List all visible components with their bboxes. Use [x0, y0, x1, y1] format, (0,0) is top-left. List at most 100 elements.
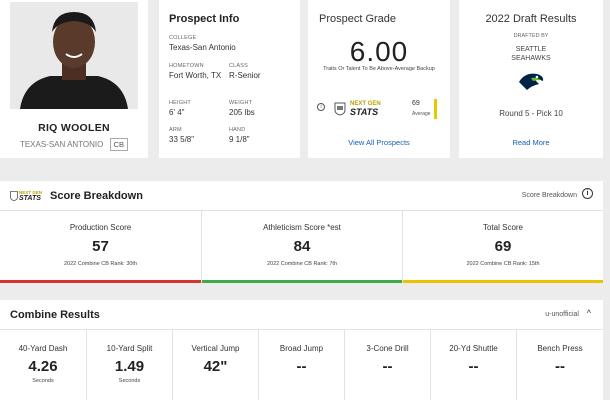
- ngs-logo-bottom: STATS: [350, 107, 379, 117]
- player-school: TEXAS-SAN ANTONIO: [19, 140, 104, 149]
- player-meta: TEXAS-SAN ANTONIO CB: [0, 138, 148, 151]
- score-bar: [403, 280, 603, 283]
- drill-value: --: [468, 358, 479, 375]
- draft-results-card: 2022 Draft Results DRAFTED BY SEATTLE SE…: [459, 0, 603, 158]
- unofficial-legend: u-unofficial: [545, 311, 579, 318]
- score-breakdown-title: Score Breakdown: [50, 190, 143, 202]
- drill-vertical-jump: Vertical Jump 42": [172, 330, 258, 400]
- info-icon[interactable]: i: [317, 103, 325, 111]
- score-value: 69: [494, 238, 512, 255]
- score-bar: [0, 280, 201, 283]
- drafted-team: SEATTLE SEAHAWKS: [459, 45, 603, 63]
- combine-results-header: Combine Results u-unofficial ^: [0, 300, 603, 330]
- prospect-info-card: Prospect Info COLLEGE Texas-San Antonio …: [159, 0, 300, 158]
- drill-40-yard-dash: 40-Yard Dash 4.26 Seconds: [0, 330, 86, 400]
- player-card: RIQ WOOLEN TEXAS-SAN ANTONIO CB: [0, 0, 148, 158]
- grade-description: Traits Or Talent To Be Above-Average Bac…: [323, 66, 435, 72]
- drafted-by-label: DRAFTED BY: [513, 33, 549, 39]
- player-photo: [10, 2, 138, 109]
- arm-field: ARM 33 5/8": [169, 127, 194, 144]
- production-score: Production Score 57 2022 Combine CB Rank…: [0, 211, 201, 283]
- ngs-logo-top: NEXT GEN: [350, 101, 381, 107]
- hand-label: HAND: [229, 127, 246, 133]
- drill-label: Vertical Jump: [191, 344, 240, 353]
- combine-results-section: Combine Results u-unofficial ^ 40-Yard D…: [0, 300, 603, 400]
- college-field: COLLEGE Texas-San Antonio: [169, 35, 236, 52]
- drill-value: --: [296, 358, 307, 375]
- drill-value: 1.49: [114, 358, 145, 375]
- drill-label: 40-Yard Dash: [18, 344, 68, 353]
- drill-broad-jump: Broad Jump --: [258, 330, 344, 400]
- drill-value: --: [382, 358, 393, 375]
- score-rank: 2022 Combine CB Rank: 7th: [266, 261, 337, 267]
- drill-3-cone: 3-Cone Drill --: [344, 330, 430, 400]
- college-value: Texas-San Antonio: [169, 43, 236, 52]
- read-more-link[interactable]: Read More: [512, 138, 550, 147]
- ngs-score: 69: [412, 100, 420, 107]
- drill-label: Broad Jump: [279, 344, 324, 353]
- score-value: 57: [92, 238, 109, 255]
- score-label: Total Score: [482, 223, 524, 232]
- prospect-grade-card: Prospect Grade 6.00 Traits Or Talent To …: [308, 0, 450, 158]
- arm-value: 33 5/8": [169, 135, 195, 144]
- class-value: R-Senior: [229, 71, 261, 80]
- prospect-info-title: Prospect Info: [169, 13, 240, 25]
- drill-value: --: [555, 358, 565, 375]
- drill-label: 3-Cone Drill: [366, 344, 409, 353]
- weight-label: WEIGHT: [229, 100, 253, 106]
- drill-value: 4.26: [28, 358, 58, 375]
- ngs-score-label: Average: [412, 111, 431, 117]
- ngs-score-bar: [434, 99, 437, 119]
- college-label: COLLEGE: [169, 35, 197, 41]
- hometown-label: HOMETOWN: [169, 63, 204, 69]
- height-value: 6' 4": [169, 108, 185, 117]
- hometown-field: HOMETOWN Fort Worth, TX: [169, 63, 221, 80]
- draft-pick: Round 5 - Pick 10: [499, 109, 563, 118]
- athleticism-score: Athleticism Score *est 84 2022 Combine C…: [201, 211, 402, 283]
- total-score: Total Score 69 2022 Combine CB Rank: 15t…: [402, 211, 603, 283]
- score-value: 84: [293, 238, 311, 255]
- nfl-shield-icon: [334, 102, 346, 116]
- arm-label: ARM: [169, 127, 182, 133]
- team-line2: SEAHAWKS: [511, 55, 551, 62]
- drill-label: 10-Yard Split: [106, 344, 153, 353]
- score-rank: 2022 Combine CB Rank: 30th: [63, 261, 138, 267]
- grade-value: 6.00: [349, 36, 409, 67]
- view-all-prospects-link[interactable]: View All Prospects: [348, 138, 410, 147]
- position-badge: CB: [109, 138, 129, 151]
- drill-label: Bench Press: [537, 344, 583, 353]
- nfl-shield-icon: [10, 191, 18, 201]
- score-breakdown-header: NEXT GEN STATS Score Breakdown Score Bre…: [0, 181, 603, 211]
- weight-value: 205 lbs: [229, 108, 255, 117]
- player-name: RIQ WOOLEN: [38, 122, 110, 134]
- weight-field: WEIGHT 205 lbs: [229, 100, 255, 117]
- info-icon[interactable]: i: [582, 188, 593, 199]
- combine-results-title: Combine Results: [10, 309, 100, 321]
- class-field: CLASS R-Senior: [229, 63, 261, 80]
- ngs-logo: NEXT GEN STATS: [10, 190, 44, 204]
- height-field: HEIGHT 6' 4": [169, 100, 191, 117]
- drill-bench-press: Bench Press --: [516, 330, 603, 400]
- score-breakdown-link[interactable]: Score Breakdown: [521, 192, 577, 199]
- class-label: CLASS: [229, 63, 249, 69]
- drill-unit: Seconds: [32, 378, 54, 384]
- hand-field: HAND 9 1/8": [229, 127, 250, 144]
- score-label: Athleticism Score *est: [263, 223, 341, 232]
- score-bar: [202, 280, 402, 283]
- drill-20-yd-shuttle: 20-Yd Shuttle --: [430, 330, 516, 400]
- score-rank: 2022 Combine CB Rank: 15th: [466, 261, 540, 267]
- team-line1: SEATTLE: [515, 46, 547, 53]
- ngs-logo-top: NEXT GEN: [19, 190, 43, 195]
- hometown-value: Fort Worth, TX: [169, 71, 222, 80]
- ngs-logo-bottom: STATS: [19, 195, 41, 202]
- drill-unit: Seconds: [118, 378, 141, 384]
- drill-value: 42": [203, 358, 228, 375]
- seahawks-logo-icon: [519, 73, 544, 90]
- chevron-up-icon[interactable]: ^: [586, 308, 591, 318]
- score-breakdown-section: NEXT GEN STATS Score Breakdown Score Bre…: [0, 181, 603, 283]
- prospect-grade-title: Prospect Grade: [319, 13, 397, 25]
- drill-label: 20-Yd Shuttle: [449, 344, 498, 353]
- score-label: Production Score: [69, 223, 132, 232]
- hand-value: 9 1/8": [229, 135, 250, 144]
- height-label: HEIGHT: [169, 100, 191, 106]
